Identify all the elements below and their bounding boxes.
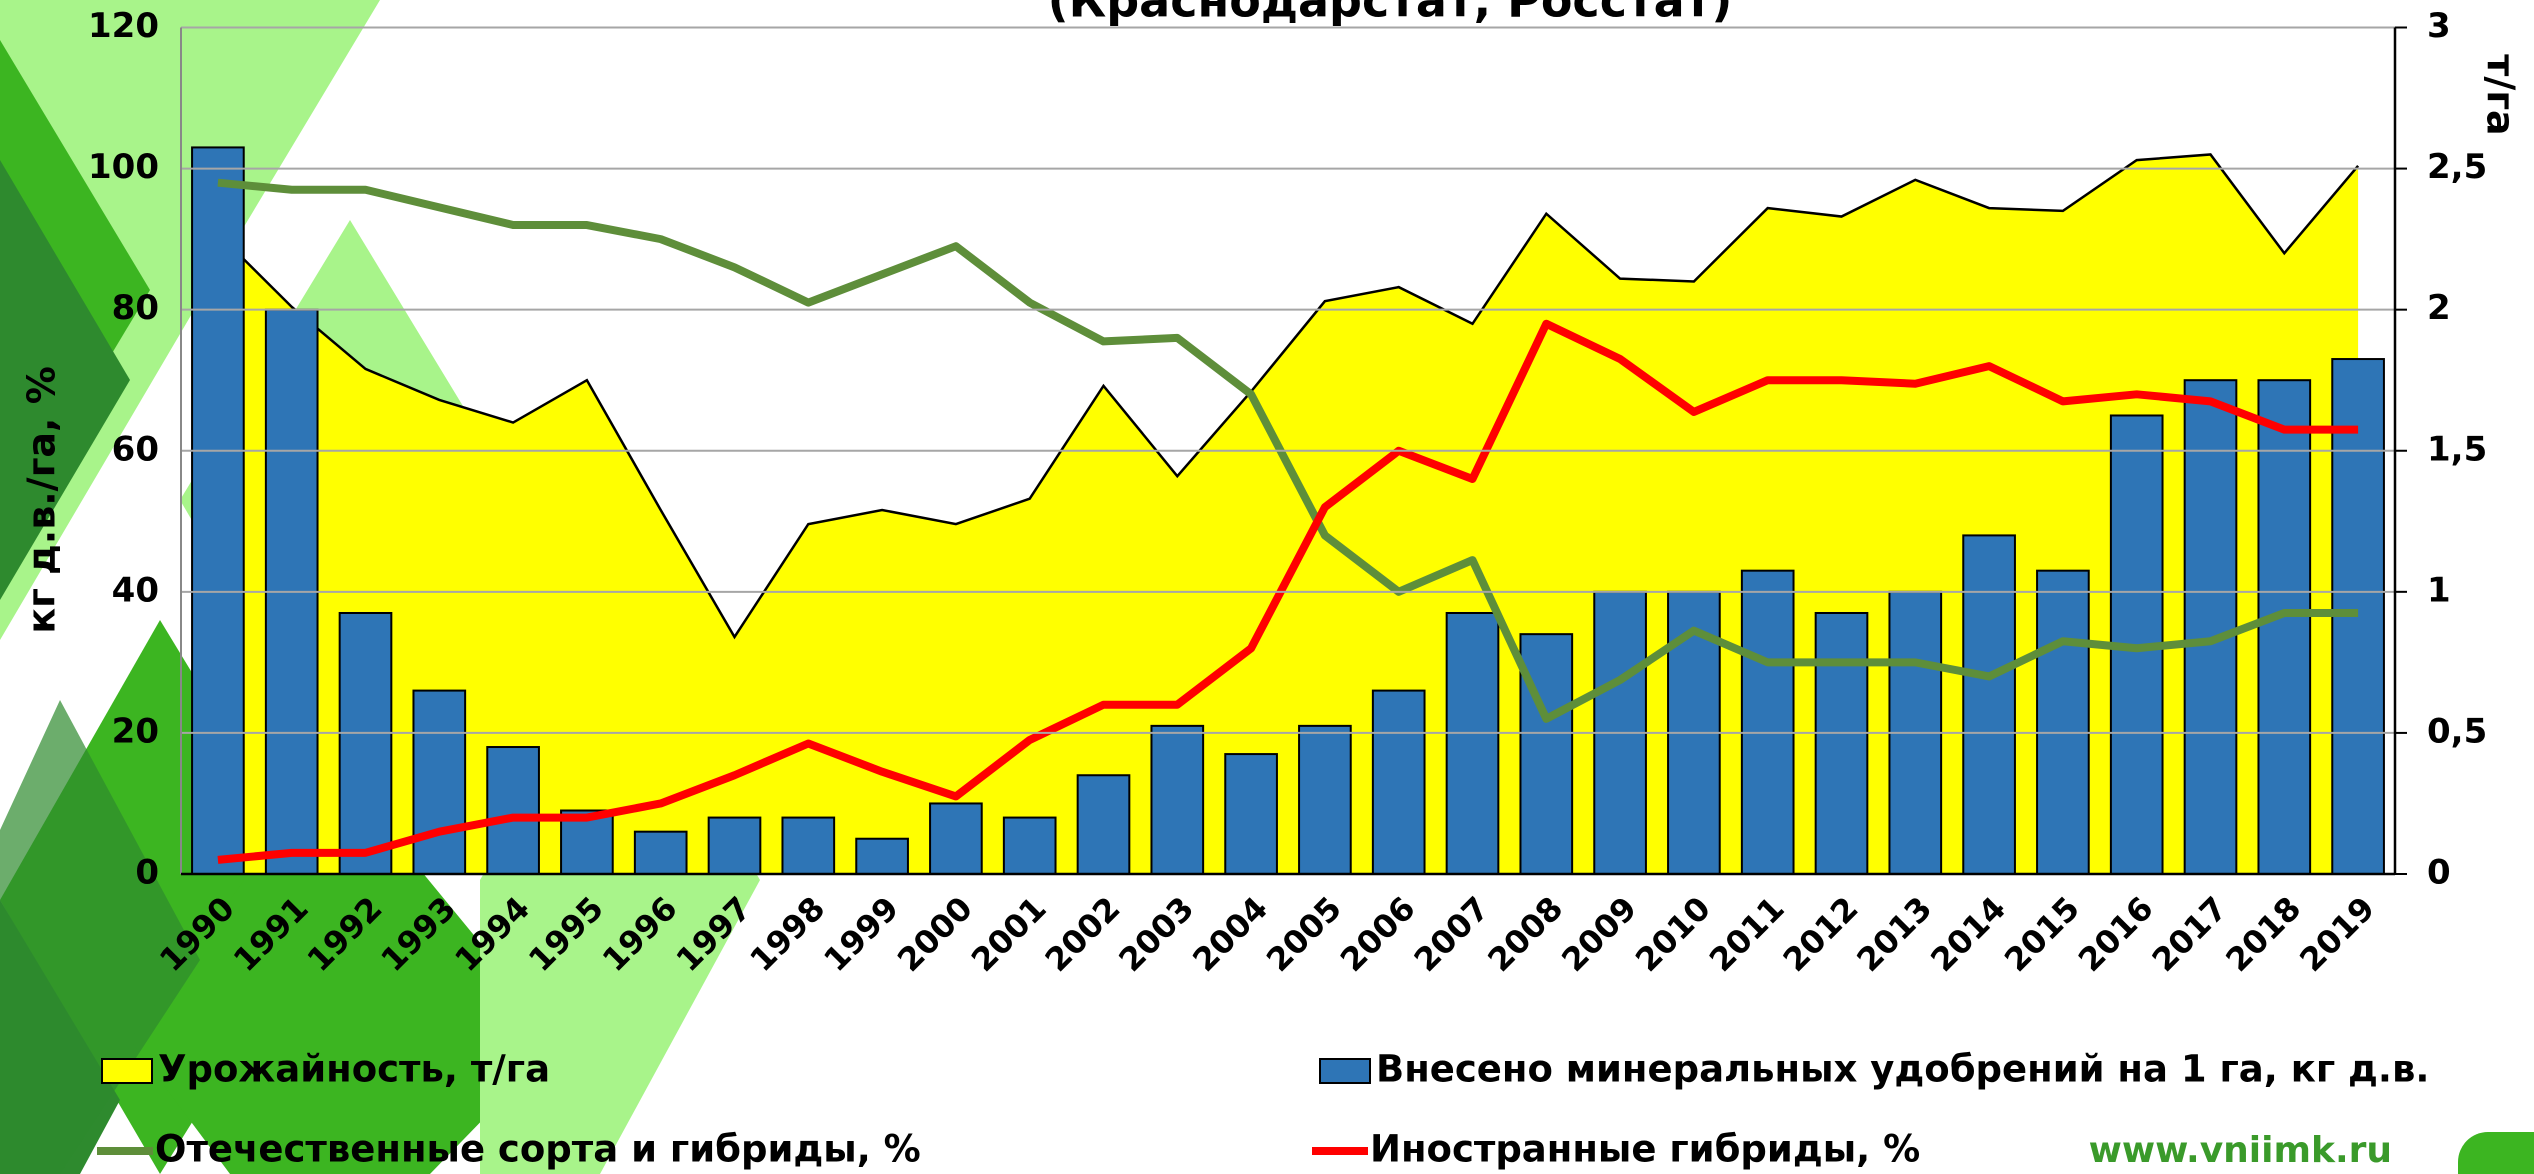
y-tick-label: 60 (112, 429, 159, 469)
bar (1740, 569, 1795, 875)
bar (1150, 724, 1205, 875)
chart-title: (Краснодарстат, Росстат) (1048, 0, 1733, 28)
bar (707, 816, 762, 875)
x-tick-label: 1998 (742, 889, 832, 979)
bar (1445, 611, 1500, 876)
bar (1224, 753, 1278, 875)
bar (1814, 611, 1869, 876)
x-tick-label: 2014 (1923, 889, 2013, 979)
legend-swatch (101, 1058, 153, 1084)
bar (633, 830, 688, 875)
y-tick-label: 40 (112, 570, 159, 610)
bar (781, 816, 836, 875)
y-tick-label: 120 (88, 6, 159, 46)
y-tick-label: 20 (112, 711, 159, 751)
x-tick-label: 2010 (1628, 889, 1718, 979)
legend-label: Отечественные сорта и гибриды, % (155, 1128, 921, 1171)
bar (1371, 689, 1426, 876)
x-tick-label: 2009 (1554, 889, 1644, 979)
x-tick-label: 2008 (1480, 889, 1570, 979)
y2-tick-label: 0 (2427, 853, 2451, 893)
legend-item: Отечественные сорта и гибриды, % (97, 1128, 921, 1171)
legend-swatch (1319, 1058, 1371, 1084)
x-tick-label: 2005 (1259, 889, 1349, 979)
y2-axis-title: т/га (2479, 54, 2523, 135)
bar (1962, 534, 2016, 876)
bar (2257, 379, 2312, 875)
x-tick-label: 2004 (1185, 889, 1275, 979)
line (217, 178, 2359, 723)
legend-item: Иностранные гибриды, % (1312, 1128, 1920, 1171)
bar (2036, 569, 2090, 875)
legend-item: Внесено минеральных удобрений на 1 га, к… (1319, 1048, 2429, 1091)
y-tick-label: 80 (112, 288, 159, 328)
x-tick-label: 2007 (1407, 889, 1497, 979)
legend-label: Внесено минеральных удобрений на 1 га, к… (1376, 1048, 2429, 1091)
y-axis-title: кг д.в./га, % (20, 366, 64, 634)
x-tick-label: 2012 (1776, 889, 1866, 979)
bar (412, 689, 467, 876)
bar (2183, 379, 2238, 875)
x-tick-label: 2001 (964, 889, 1054, 979)
y2-tick-label: 1 (2427, 570, 2451, 610)
x-tick-label: 2015 (1997, 889, 2087, 979)
x-tick-label: 2018 (2218, 889, 2308, 979)
bar (1076, 774, 1131, 875)
y2-tick-label: 2 (2427, 288, 2451, 328)
bar (338, 611, 393, 876)
plot-area (191, 146, 2385, 876)
bar (1298, 724, 1352, 875)
x-tick-label: 2002 (1038, 889, 1128, 979)
y-tick-label: 0 (135, 853, 159, 893)
legend-label: Урожайность, т/га (158, 1048, 550, 1091)
y2-tick-label: 3 (2427, 6, 2451, 46)
bar (191, 146, 245, 875)
legend-item: Урожайность, т/га (101, 1048, 550, 1091)
bar (929, 802, 983, 875)
bar (486, 746, 540, 876)
y2-tick-label: 2,5 (2427, 147, 2487, 187)
legend-label: Иностранные гибриды, % (1370, 1128, 1920, 1171)
x-tick-label: 2006 (1333, 889, 1423, 979)
bar (1519, 633, 1574, 875)
y2-tick-label: 0,5 (2427, 711, 2487, 751)
x-tick-label: 2013 (1849, 889, 1939, 979)
x-tick-label: 1999 (816, 889, 906, 979)
x-tick-label: 2011 (1702, 889, 1792, 979)
area-outline (217, 153, 2360, 640)
x-tick-label: 2016 (2071, 889, 2161, 979)
x-tick-label: 2017 (2145, 889, 2235, 979)
x-tick-label: 2019 (2292, 889, 2382, 979)
x-tick-label: 2000 (890, 889, 980, 979)
x-tick-label: 2003 (1111, 889, 1201, 979)
y-tick-label: 100 (88, 147, 159, 187)
y2-tick-label: 1,5 (2427, 429, 2487, 469)
bar (1002, 816, 1057, 875)
bar (855, 837, 909, 876)
source-url: www.vniimk.ru (2089, 1130, 2392, 1171)
line (217, 319, 2359, 864)
